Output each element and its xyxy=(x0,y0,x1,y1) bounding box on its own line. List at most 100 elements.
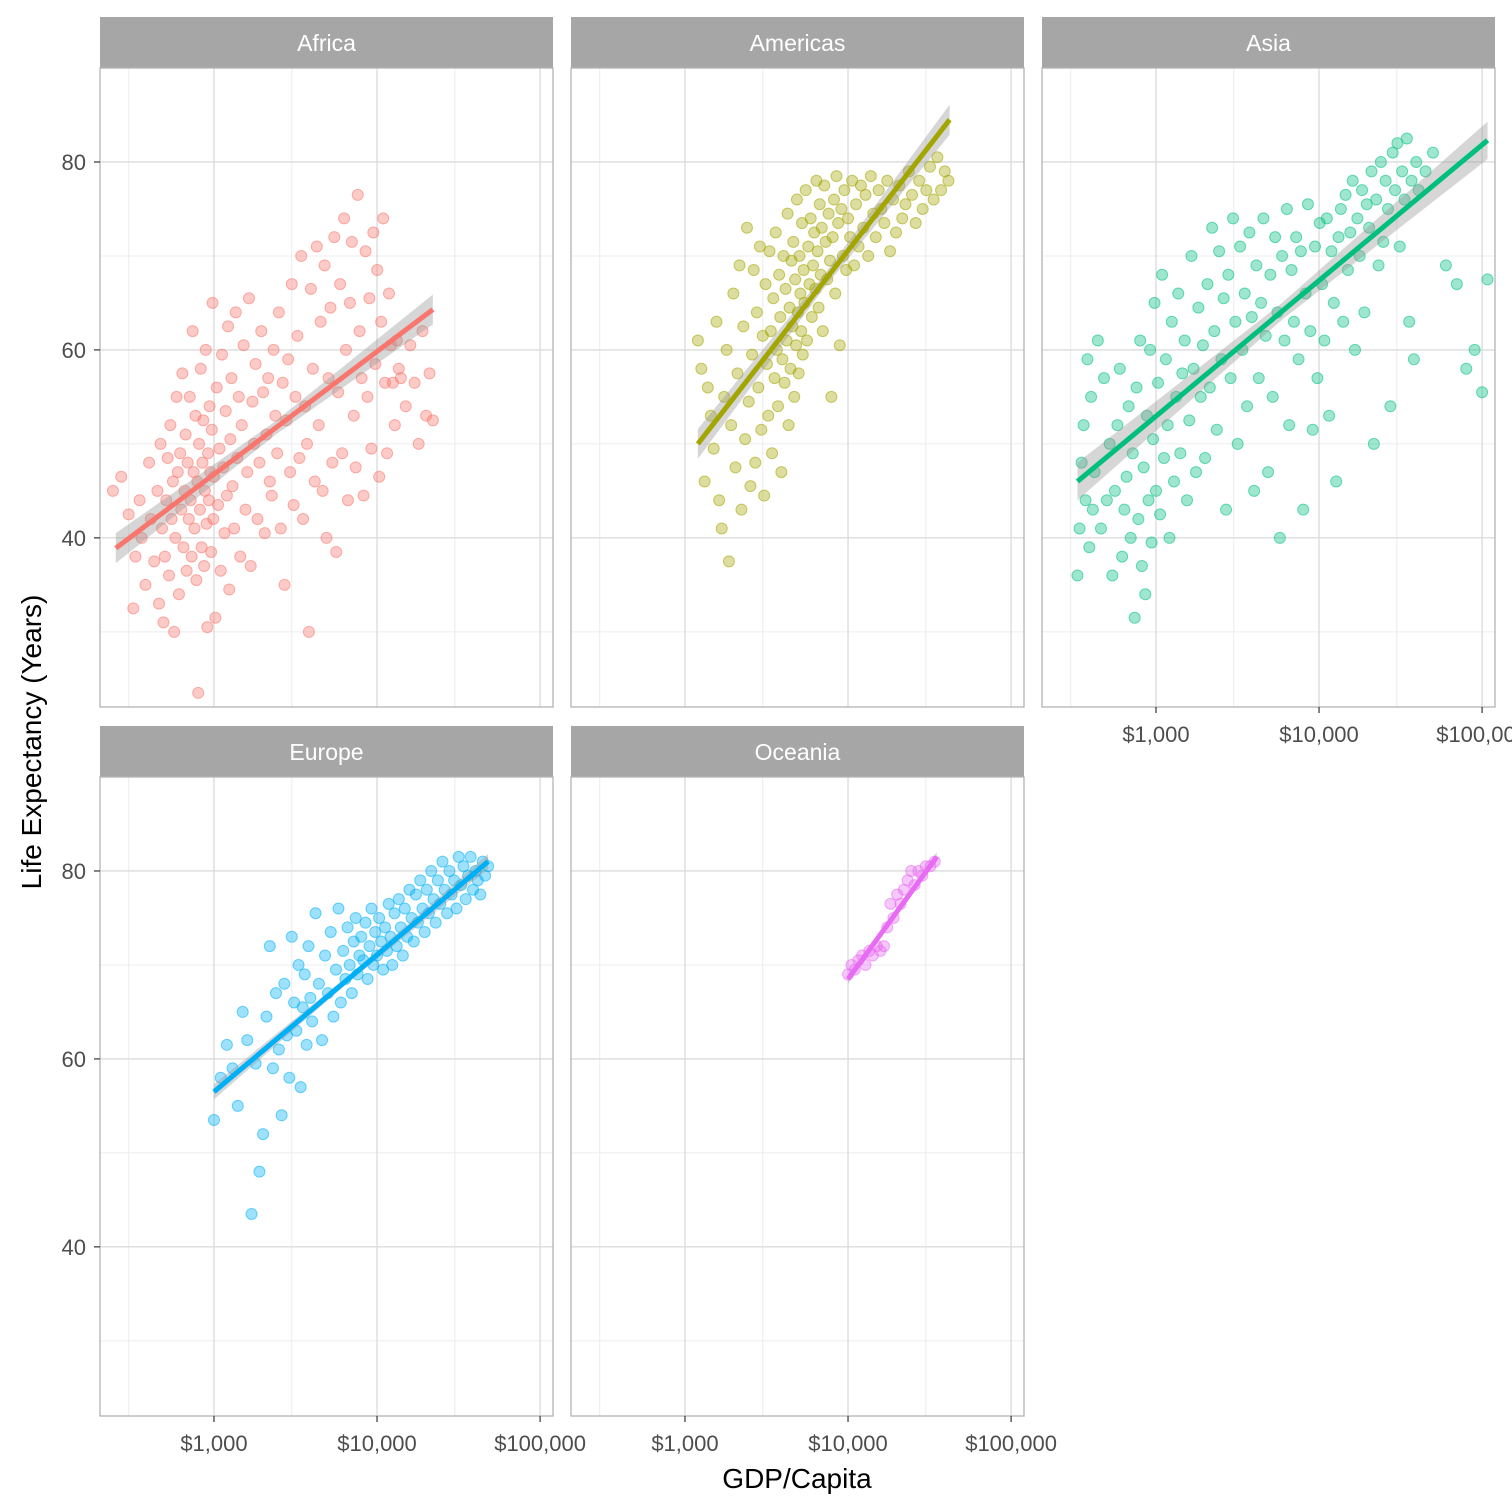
y-tick-labels: 40 60 80 40 60 80 xyxy=(62,150,100,1260)
data-point xyxy=(767,292,780,305)
panel-asia: Asia xyxy=(1041,17,1496,708)
data-point xyxy=(382,897,395,910)
data-point xyxy=(1210,423,1223,436)
y-axis-title: Life Expectancy (Years) xyxy=(16,595,47,890)
data-point xyxy=(859,188,872,201)
data-point xyxy=(796,348,809,361)
data-point xyxy=(1346,174,1359,187)
data-point xyxy=(1161,419,1174,432)
data-point xyxy=(232,390,245,403)
data-point xyxy=(781,207,794,220)
data-point xyxy=(864,170,877,183)
data-point xyxy=(269,409,282,422)
data-point xyxy=(359,245,372,258)
data-point xyxy=(197,414,210,427)
data-point xyxy=(193,503,206,516)
data-point xyxy=(224,433,237,446)
data-point xyxy=(746,348,759,361)
data-point xyxy=(1217,292,1230,305)
data-point xyxy=(1183,414,1196,427)
data-point xyxy=(379,921,392,934)
data-point xyxy=(355,930,368,943)
data-point xyxy=(353,325,366,338)
data-point xyxy=(1071,569,1084,582)
data-point xyxy=(916,202,929,215)
data-point xyxy=(835,202,848,215)
data-point xyxy=(731,367,744,380)
data-point xyxy=(285,930,298,943)
data-point xyxy=(710,315,723,328)
data-point xyxy=(336,447,349,460)
data-point xyxy=(927,193,940,206)
data-point xyxy=(830,170,843,183)
data-point xyxy=(884,245,897,258)
data-point xyxy=(183,390,196,403)
data-point xyxy=(793,249,806,262)
x-tick-label: $10,000 xyxy=(1279,722,1359,747)
data-point xyxy=(188,522,201,535)
data-point xyxy=(345,987,358,1000)
data-point xyxy=(127,602,140,615)
panel-americas: Americas xyxy=(570,17,1025,708)
data-point xyxy=(1276,249,1289,262)
data-point xyxy=(899,198,912,211)
data-point xyxy=(1372,259,1385,272)
data-point xyxy=(418,926,431,939)
data-point xyxy=(275,1109,288,1122)
data-point xyxy=(826,231,839,244)
data-point xyxy=(1327,296,1340,309)
data-point xyxy=(316,484,329,497)
data-point xyxy=(1386,146,1399,159)
data-point xyxy=(258,527,271,540)
data-point xyxy=(1419,165,1432,178)
data-point xyxy=(769,226,782,239)
data-point xyxy=(833,339,846,352)
data-point xyxy=(1206,221,1219,234)
data-point xyxy=(766,447,779,460)
data-point xyxy=(1081,353,1094,366)
data-point xyxy=(718,390,731,403)
data-point xyxy=(196,456,209,469)
data-point xyxy=(797,264,810,277)
data-point xyxy=(1137,461,1150,474)
data-point xyxy=(1285,264,1298,277)
data-point xyxy=(1134,334,1147,347)
data-point xyxy=(166,475,179,488)
data-point xyxy=(1332,231,1345,244)
data-point xyxy=(195,541,208,554)
data-point xyxy=(792,367,805,380)
data-point xyxy=(186,325,199,338)
data-point xyxy=(750,306,763,319)
data-point xyxy=(324,926,337,939)
data-point xyxy=(1351,212,1364,225)
data-point xyxy=(1250,259,1263,272)
data-point xyxy=(318,259,331,272)
data-point xyxy=(1379,174,1392,187)
data-point xyxy=(448,874,461,887)
data-point xyxy=(392,362,405,375)
data-point xyxy=(334,278,347,291)
data-point xyxy=(1231,437,1244,450)
data-point xyxy=(1157,451,1170,464)
data-point xyxy=(209,611,222,624)
data-point xyxy=(363,940,376,953)
data-point xyxy=(272,306,285,319)
data-point xyxy=(365,442,378,455)
data-point xyxy=(201,621,214,634)
data-point xyxy=(1410,155,1423,168)
data-point xyxy=(1245,311,1258,324)
data-point xyxy=(206,296,219,309)
data-point xyxy=(163,569,176,582)
data-point xyxy=(158,550,171,563)
data-point xyxy=(1358,306,1371,319)
data-point xyxy=(1384,400,1397,413)
data-point xyxy=(1103,437,1116,450)
data-point xyxy=(213,442,226,455)
data-point xyxy=(1403,315,1416,328)
data-point xyxy=(1349,343,1362,356)
data-point xyxy=(301,437,314,450)
data-point xyxy=(1094,522,1107,535)
data-point xyxy=(935,184,948,197)
data-point xyxy=(322,372,335,385)
data-point xyxy=(768,372,781,385)
